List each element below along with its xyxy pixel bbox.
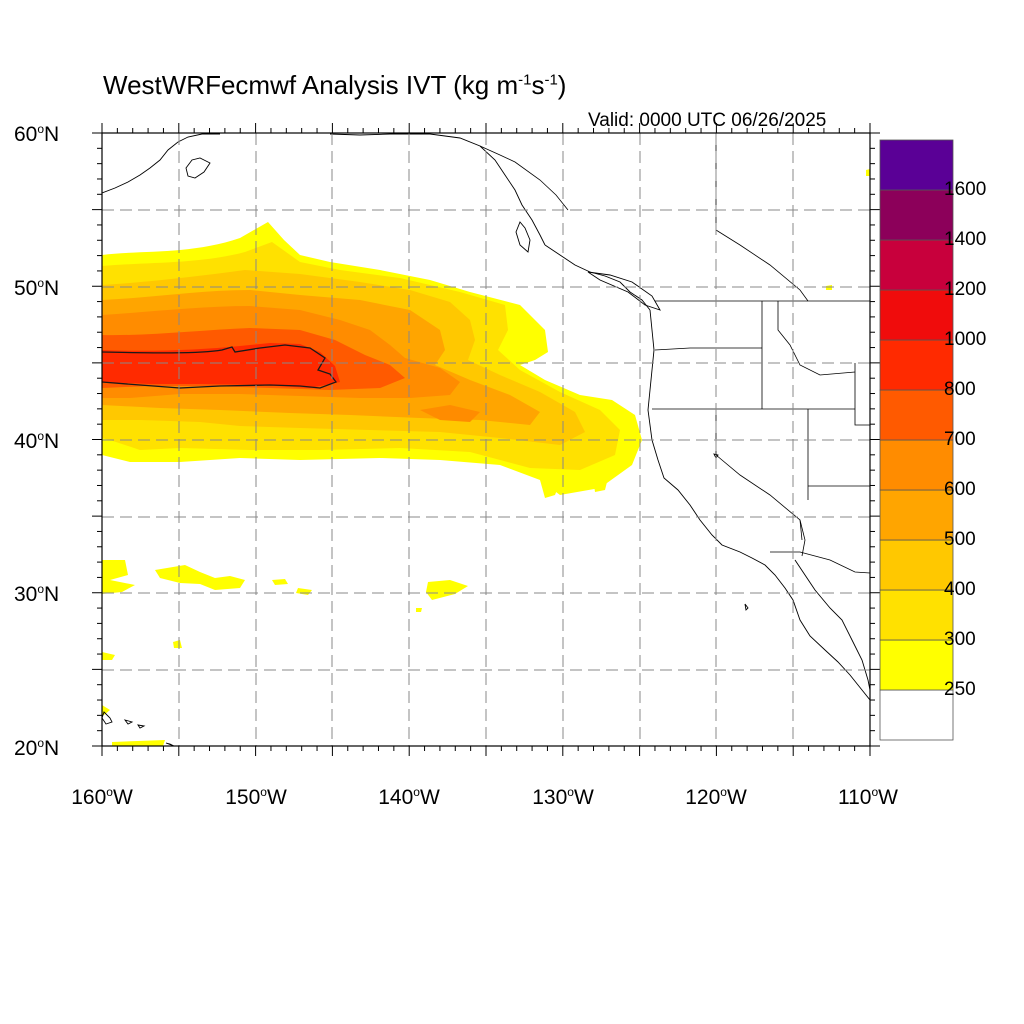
gulf-of-alaska-coast <box>329 133 546 246</box>
colorbar-label: 500 <box>944 529 976 550</box>
haida-gwaii <box>515 221 531 253</box>
axis-ticks <box>92 123 880 756</box>
colorbar-label: 800 <box>944 379 976 400</box>
colorbar-label: 1200 <box>944 279 987 300</box>
graticule <box>102 133 870 746</box>
ivt-contour-line <box>102 344 338 389</box>
ivt-250-blob-3 <box>426 580 468 600</box>
ca-nv-border <box>715 409 803 541</box>
lat-label-50: 50oN <box>14 276 60 300</box>
colorbar-swatch <box>879 489 954 541</box>
lon-label-160w: 160oW <box>71 785 133 809</box>
idaho-mt-border <box>777 301 856 376</box>
ivt-250-blob-1 <box>102 560 135 594</box>
colorbar-swatch <box>879 139 954 191</box>
ivt-250-blob-10 <box>540 480 560 498</box>
colorado-river <box>799 519 806 557</box>
colorbar-swatch <box>879 689 954 741</box>
colorbar-label: 300 <box>944 629 976 650</box>
colorbar-swatch <box>879 639 954 691</box>
colorbar-swatch <box>879 389 954 441</box>
bc-coast <box>544 244 651 311</box>
lon-label-150w: 150oW <box>225 785 287 809</box>
lat-label-20: 20oN <box>14 736 60 760</box>
kodiak-island <box>185 157 211 179</box>
colorbar-swatch <box>879 439 954 491</box>
colorbar-label: 1400 <box>944 229 987 250</box>
colorbar-swatch <box>879 339 954 391</box>
colorbar-swatch <box>879 539 954 591</box>
alaska-coast <box>102 133 220 194</box>
ivt-600-blob <box>420 405 480 422</box>
colorbar-label: 250 <box>944 679 976 700</box>
lon-label-140w: 140oW <box>378 785 440 809</box>
ivt-shading <box>102 169 870 746</box>
colorbar <box>879 139 954 741</box>
colorbar-label: 1600 <box>944 179 987 200</box>
lat-label-40: 40oN <box>14 429 60 453</box>
ivt-800-contour <box>102 343 340 388</box>
colorbar-label: 400 <box>944 579 976 600</box>
bc-alberta-border <box>715 134 809 302</box>
coastlines <box>102 133 870 746</box>
ivt-250-blob-4 <box>272 579 288 585</box>
sea-of-cortez-island <box>744 603 749 611</box>
colorbar-swatch <box>879 289 954 341</box>
wy-border <box>854 363 870 426</box>
ivt-250-blob-2 <box>155 565 245 590</box>
lat-label-30: 30oN <box>14 582 60 606</box>
colorbar-swatch <box>879 589 954 641</box>
vancouver-island <box>587 271 661 311</box>
baja-gulf-coast <box>794 559 870 691</box>
us-west-coast <box>647 309 870 701</box>
lon-label-130w: 130oW <box>532 785 594 809</box>
lat-label-60: 60oN <box>14 122 60 146</box>
hawaii-islands <box>123 719 175 746</box>
us-mexico-border <box>770 551 870 574</box>
lon-label-110w: 110oW <box>838 785 898 809</box>
ivt-250-blob-7 <box>173 640 182 648</box>
plot-title: WestWRFecmwf Analysis IVT (kg m-1s-1) <box>103 70 567 100</box>
ivt-250-blob-13 <box>866 169 870 176</box>
colorbar-label: 700 <box>944 429 976 450</box>
colorbar-label: 600 <box>944 479 976 500</box>
colorbar-label: 1000 <box>944 329 987 350</box>
lon-label-120w: 120oW <box>685 785 747 809</box>
wa-or-border <box>654 347 762 351</box>
colorbar-swatch <box>879 239 954 291</box>
ivt-250-blob-11 <box>592 470 610 492</box>
alaska-bc-border <box>479 145 569 211</box>
ivt-250-blob-6 <box>102 652 115 660</box>
ivt-250-blob-14 <box>416 608 422 612</box>
ivt-250-blob-8 <box>112 740 165 746</box>
valid-time: Valid: 0000 UTC 06/26/2025 <box>588 110 827 131</box>
hawaii-big-island <box>102 711 113 725</box>
ivt-250-blob-5 <box>296 588 312 595</box>
colorbar-swatch <box>879 189 954 241</box>
